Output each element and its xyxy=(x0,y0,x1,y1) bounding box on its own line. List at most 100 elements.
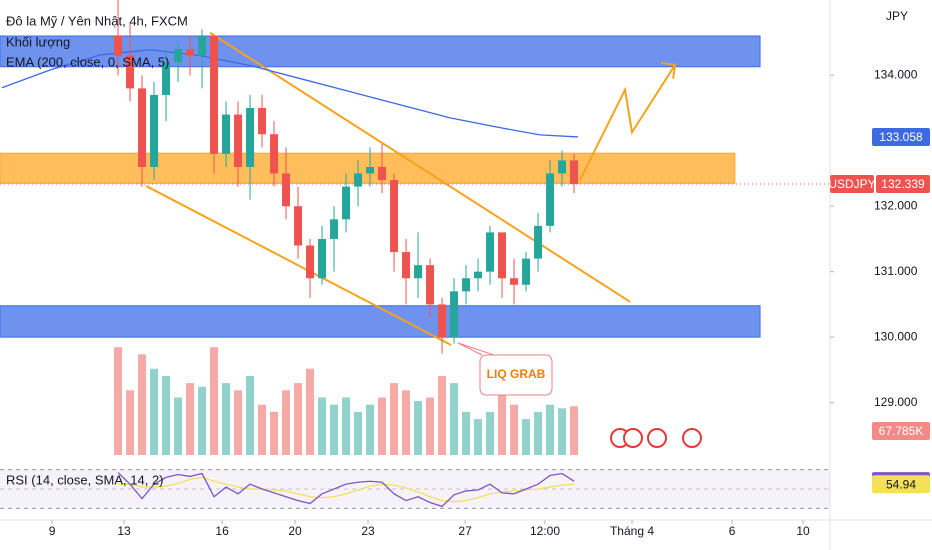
volume-bar xyxy=(570,406,579,455)
currency: JPY xyxy=(886,9,908,23)
volume-bar xyxy=(138,354,147,455)
annotation-box xyxy=(457,342,553,396)
y-tick-label: 134.000 xyxy=(874,67,918,81)
candle-body xyxy=(402,252,411,279)
candle-body xyxy=(438,304,447,338)
event-icon[interactable] xyxy=(647,428,667,448)
ema-value-bg xyxy=(872,127,930,146)
ema-title: EMA (200, close, 0, SMA, 5) xyxy=(6,54,169,69)
volume-bar xyxy=(318,397,327,455)
symbol-label: USDJPY xyxy=(828,177,875,191)
rsi-title: RSI (14, close, SMA, 14, 2) xyxy=(6,472,164,487)
volume-bar xyxy=(450,383,459,455)
event-icons xyxy=(610,428,702,448)
volume-value-bg xyxy=(872,422,930,440)
volume-bar xyxy=(342,397,351,455)
rsi-band xyxy=(0,469,830,509)
volume-bar xyxy=(438,375,447,455)
volume-bar xyxy=(294,383,303,455)
volume-bar xyxy=(162,375,171,455)
volume-bar xyxy=(486,411,495,455)
volume-bar xyxy=(522,419,531,455)
trendline xyxy=(209,31,631,303)
rsi-ma-value: 54.94 xyxy=(886,477,916,491)
candle-body xyxy=(558,160,567,174)
x-tick-label: Tháng 4 xyxy=(610,524,654,538)
volume-bar xyxy=(306,368,315,455)
volume-bar xyxy=(426,397,435,455)
volume-bar xyxy=(186,383,195,455)
y-tick-label: 130.000 xyxy=(874,329,918,343)
x-tick-label: 27 xyxy=(458,524,472,538)
candle-body xyxy=(366,166,375,174)
candle-body xyxy=(294,206,303,246)
x-tick-label: 23 xyxy=(361,524,375,538)
candle-body xyxy=(246,108,255,167)
candle-body xyxy=(138,88,147,167)
event-icon[interactable] xyxy=(623,428,643,448)
volume-bar xyxy=(510,404,519,455)
candle-body xyxy=(426,265,435,305)
y-tick-label: 129.000 xyxy=(874,395,918,409)
candle-body xyxy=(474,271,483,279)
volume-bar xyxy=(222,383,231,455)
candle-body xyxy=(234,114,243,167)
last-price-bg xyxy=(876,175,930,194)
candle-body xyxy=(306,245,315,279)
volume-title: Khối lượng xyxy=(6,34,70,49)
candle-body xyxy=(342,186,351,220)
x-tick-label: 12:00 xyxy=(530,524,560,538)
candle-body xyxy=(186,49,195,56)
volume-value: 67.785K xyxy=(879,424,924,438)
candle-body xyxy=(174,49,183,63)
volume-bar xyxy=(150,368,159,455)
candle-body xyxy=(330,219,339,239)
volume-bar xyxy=(246,375,255,455)
last-price: 132.339 xyxy=(881,177,925,191)
volume-bar xyxy=(414,401,423,455)
volume-bar xyxy=(114,347,123,455)
event-icon[interactable] xyxy=(682,428,702,448)
candle-body xyxy=(414,265,423,279)
x-tick-label: 16 xyxy=(215,524,229,538)
candle-body xyxy=(534,225,543,259)
candle-body xyxy=(162,62,171,95)
candle-body xyxy=(462,278,471,292)
x-tick-label: 9 xyxy=(49,524,56,538)
zone xyxy=(0,152,736,184)
volume-bar xyxy=(546,404,555,455)
candle-body xyxy=(546,173,555,226)
volume-bar xyxy=(498,390,507,455)
volume-bar xyxy=(378,397,387,455)
candle-body xyxy=(258,108,267,135)
volume-bar xyxy=(534,411,543,455)
volume-bar xyxy=(330,404,339,455)
candle-body xyxy=(390,180,399,253)
rsi-line xyxy=(117,472,575,508)
annotation: LIQ GRAB xyxy=(487,367,546,381)
volume-bar xyxy=(126,390,135,455)
volume-bar xyxy=(258,404,267,455)
volume-bar xyxy=(354,411,363,455)
trendline xyxy=(579,64,676,181)
volume-bar xyxy=(402,390,411,455)
x-tick-label: 13 xyxy=(117,524,131,538)
y-tick-label: 131.000 xyxy=(874,264,918,278)
volume-bar xyxy=(474,419,483,455)
candle-body xyxy=(570,160,579,185)
candle-body xyxy=(510,278,519,285)
volume-bar xyxy=(282,390,291,455)
candle-body xyxy=(354,173,363,187)
y-tick-label: 132.000 xyxy=(874,198,918,212)
rsi-ma-line xyxy=(118,476,575,503)
volume-bar xyxy=(198,386,207,455)
rsi-ma-value-bg xyxy=(872,475,930,494)
candle-body xyxy=(222,114,231,154)
candle-body xyxy=(270,134,279,174)
ema-line xyxy=(1,49,579,138)
volume-bar xyxy=(234,390,243,455)
candle-body xyxy=(126,55,135,89)
volume-bar xyxy=(366,404,375,455)
candle-body xyxy=(486,232,495,272)
